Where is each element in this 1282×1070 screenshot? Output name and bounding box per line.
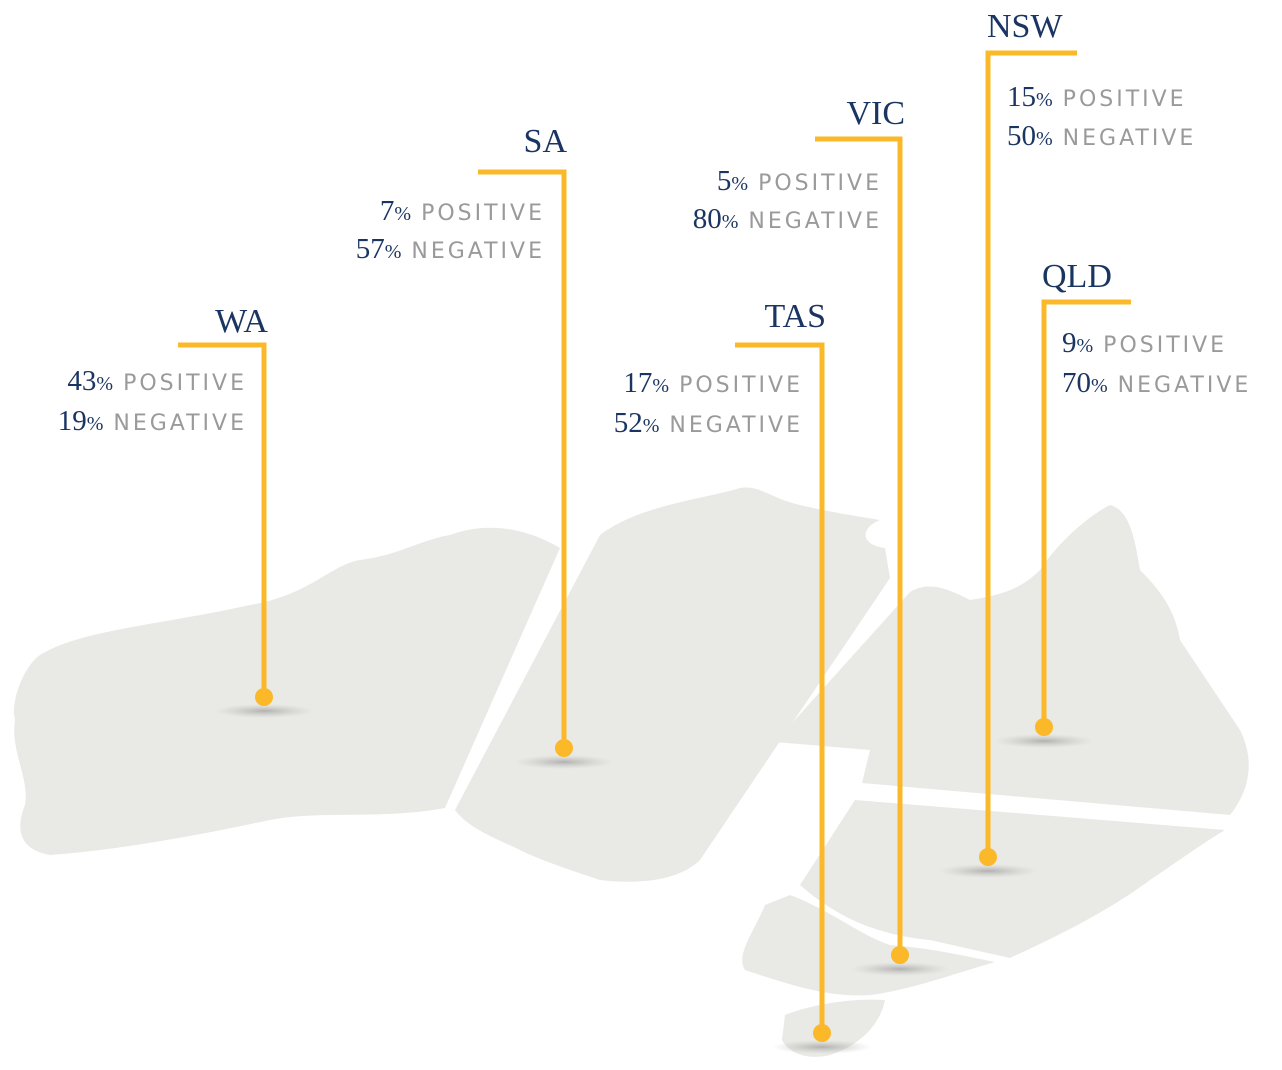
stat-unit: % — [96, 373, 113, 395]
negative-stat: 52% NEGATIVE — [614, 407, 803, 439]
stat-value: 5 — [717, 165, 732, 197]
dot-shadow — [514, 755, 614, 769]
stat-unit: % — [1036, 128, 1053, 150]
positive-stat: 5% POSITIVE — [717, 165, 882, 197]
region-shape — [800, 800, 1225, 958]
region-name: SA — [524, 123, 568, 160]
stat-label: POSITIVE — [123, 371, 247, 396]
region-name: QLD — [1042, 258, 1112, 295]
pin-dot — [255, 688, 273, 706]
stat-value: 52 — [614, 407, 643, 439]
region-shape — [14, 527, 561, 855]
region-name: VIC — [846, 95, 905, 132]
positive-stat: 17% POSITIVE — [623, 367, 803, 399]
stat-value: 70 — [1062, 367, 1091, 399]
stat-unit: % — [731, 173, 748, 195]
stat-label: POSITIVE — [758, 171, 882, 196]
pin-dot — [1035, 718, 1053, 736]
stat-unit: % — [87, 413, 104, 435]
stat-value: 57 — [356, 233, 385, 265]
region-shape — [455, 487, 890, 882]
stat-label: NEGATIVE — [669, 413, 803, 438]
stat-value: 15 — [1007, 81, 1036, 113]
negative-stat: 19% NEGATIVE — [58, 405, 247, 437]
stat-value: 43 — [67, 365, 96, 397]
negative-stat: 80% NEGATIVE — [693, 203, 882, 235]
dot-shadow — [994, 734, 1094, 748]
stat-value: 19 — [58, 405, 87, 437]
stat-unit: % — [394, 203, 411, 225]
stat-label: NEGATIVE — [1063, 126, 1197, 151]
negative-stat: 57% NEGATIVE — [356, 233, 545, 265]
positive-stat: 15% POSITIVE — [1007, 81, 1187, 113]
stat-label: NEGATIVE — [1118, 373, 1252, 398]
stat-value: 9 — [1062, 327, 1077, 359]
stat-label: POSITIVE — [679, 373, 803, 398]
leader-line — [478, 169, 567, 748]
dot-shadow — [772, 1040, 872, 1054]
dot-shadow — [850, 962, 950, 976]
stat-unit: % — [652, 375, 669, 397]
stat-unit: % — [1091, 375, 1108, 397]
stat-label: NEGATIVE — [113, 411, 247, 436]
stat-label: POSITIVE — [421, 201, 545, 226]
landmass — [14, 487, 1249, 1057]
pin-dot — [813, 1024, 831, 1042]
leader-line — [1041, 299, 1131, 727]
positive-stat: 9% POSITIVE — [1062, 327, 1227, 359]
leader-line — [815, 136, 903, 955]
region-name: TAS — [764, 298, 826, 335]
region-pin: NSW 15% POSITIVE 50% NEGATIVE — [938, 8, 1196, 878]
positive-stat: 7% POSITIVE — [380, 195, 545, 227]
stat-unit: % — [1077, 335, 1094, 357]
leader-line — [178, 342, 267, 697]
stat-label: POSITIVE — [1063, 87, 1187, 112]
stat-value: 80 — [693, 203, 722, 235]
stat-value: 50 — [1007, 120, 1036, 152]
region-shape — [775, 505, 1249, 815]
leader-line — [735, 342, 825, 1033]
stat-unit: % — [643, 415, 660, 437]
stat-label: NEGATIVE — [411, 239, 545, 264]
pin-dot — [979, 848, 997, 866]
stat-label: POSITIVE — [1103, 333, 1227, 358]
region-pin: QLD 9% POSITIVE 70% NEGATIVE — [994, 258, 1251, 748]
stat-unit: % — [1036, 89, 1053, 111]
stat-unit: % — [385, 241, 402, 263]
leader-line — [985, 50, 1077, 857]
negative-stat: 50% NEGATIVE — [1007, 120, 1196, 152]
region-name: NSW — [987, 8, 1063, 45]
region-name: WA — [215, 303, 268, 340]
positive-stat: 43% POSITIVE — [67, 365, 247, 397]
dot-shadow — [214, 704, 314, 718]
dot-shadow — [938, 864, 1038, 878]
stat-value: 17 — [623, 367, 652, 399]
stat-label: NEGATIVE — [748, 209, 882, 234]
pin-dot — [891, 946, 909, 964]
stat-unit: % — [722, 211, 739, 233]
negative-stat: 70% NEGATIVE — [1062, 367, 1251, 399]
pin-dot — [555, 739, 573, 757]
stat-value: 7 — [380, 195, 395, 227]
